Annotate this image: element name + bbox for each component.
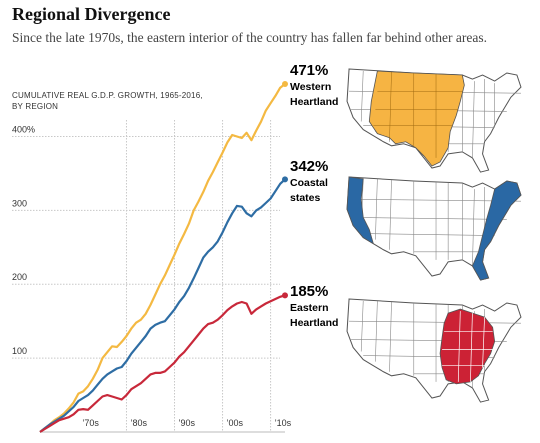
callout-value: 342% xyxy=(290,158,329,175)
series-line-2 xyxy=(39,294,286,433)
callout-region-line1: Western xyxy=(290,81,332,93)
callout-value: 471% xyxy=(290,62,329,79)
state-lines-highlight xyxy=(373,71,463,158)
x-tick-label: ’10s xyxy=(275,418,292,428)
callout-region-line1: Coastal xyxy=(290,177,328,189)
series-endpoint-2 xyxy=(282,292,288,299)
callout-region-line2: Heartland xyxy=(290,317,339,329)
y-tick-label: 300 xyxy=(12,198,27,208)
map-coastal-states xyxy=(346,176,522,281)
y-tick-label: 100 xyxy=(12,346,27,356)
callout-western-heartland: 471% Western Heartland xyxy=(290,62,338,109)
series-endpoint-1 xyxy=(282,176,288,183)
region-highlight xyxy=(439,308,496,385)
chart-description: CUMULATIVE REAL G.D.P. GROWTH, 1965-2016… xyxy=(12,90,262,112)
x-tick-label: ’90s xyxy=(179,418,196,428)
y-tick-label: 200 xyxy=(12,272,27,282)
callout-region-line2: Heartland xyxy=(290,96,339,108)
chart-subtitle: Since the late 1970s, the eastern interi… xyxy=(12,30,487,45)
state-lines-highlight xyxy=(442,311,493,382)
region-highlight-west xyxy=(346,176,375,245)
chart-title: Regional Divergence xyxy=(12,4,171,24)
series-endpoint-0 xyxy=(282,81,288,88)
map-western-heartland xyxy=(346,68,522,173)
callout-region-line1: Eastern xyxy=(290,302,329,314)
callout-coastal-states: 342% Coastal states xyxy=(290,158,328,205)
callout-region-line2: states xyxy=(290,192,321,204)
callout-eastern-heartland: 185% Eastern Heartland xyxy=(290,283,338,330)
chart-description-line1: CUMULATIVE REAL G.D.P. GROWTH, 1965-2016… xyxy=(12,91,203,100)
region-highlight xyxy=(368,70,465,167)
chart-description-line2: BY REGION xyxy=(12,102,59,111)
x-tick-label: ’00s xyxy=(227,418,244,428)
state-lines xyxy=(349,178,521,266)
region-highlight-east xyxy=(471,180,522,281)
callout-value: 185% xyxy=(290,283,329,300)
x-tick-label: ’70s xyxy=(82,418,99,428)
series-line-0 xyxy=(39,83,286,433)
y-tick-label: 400% xyxy=(12,124,35,134)
series-line-1 xyxy=(39,178,286,433)
x-tick-label: ’80s xyxy=(130,418,147,428)
map-eastern-heartland xyxy=(346,298,522,403)
us-outline xyxy=(346,298,522,403)
